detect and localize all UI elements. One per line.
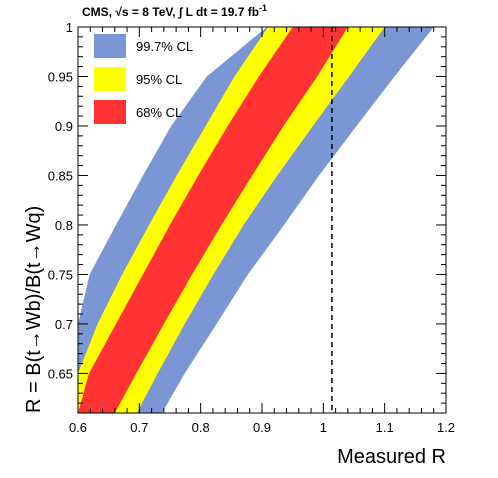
y-tick-label: 0.7 [55, 317, 73, 332]
legend-swatch-997 [94, 34, 126, 58]
y-tick-label: 0.75 [48, 267, 73, 282]
legend-label-95: 95% CL [136, 72, 182, 87]
legend-label-68: 68% CL [136, 105, 182, 120]
y-tick-label: 0.95 [48, 69, 73, 84]
y-tick-label: 0.8 [55, 218, 73, 233]
x-tick-label: 1.1 [376, 420, 394, 435]
x-tick-label: 1 [320, 420, 327, 435]
y-tick-label: 0.9 [55, 119, 73, 134]
legend-swatch-95 [94, 67, 126, 91]
x-tick-label: 0.9 [253, 420, 271, 435]
x-tick-label: 0.6 [69, 420, 87, 435]
y-tick-label: 1 [66, 20, 73, 35]
y-tick-label: 0.85 [48, 168, 73, 183]
x-tick-label: 0.7 [130, 420, 148, 435]
confidence-bands [78, 27, 434, 413]
y-tick-label: 0.65 [48, 366, 73, 381]
y-axis: 0.65 0.7 0.75 0.8 0.85 0.9 0.95 1 [48, 20, 446, 414]
x-axis: 0.6 0.7 0.8 0.9 1 1.1 1.2 [69, 27, 455, 435]
x-axis-title: Measured R [337, 446, 446, 468]
legend: 99.7% CL 95% CL 68% CL [94, 34, 193, 124]
x-tick-label: 1.2 [437, 420, 455, 435]
chart-header: CMS, √s = 8 TeV, ∫ L dt = 19.7 fb-1 [82, 3, 267, 19]
legend-swatch-68 [94, 100, 126, 124]
x-tick-label: 0.8 [192, 420, 210, 435]
legend-label-997: 99.7% CL [136, 39, 193, 54]
y-axis-title: R = B(t→Wb)/B(t→Wq) [23, 206, 45, 413]
band-68 [78, 27, 348, 413]
